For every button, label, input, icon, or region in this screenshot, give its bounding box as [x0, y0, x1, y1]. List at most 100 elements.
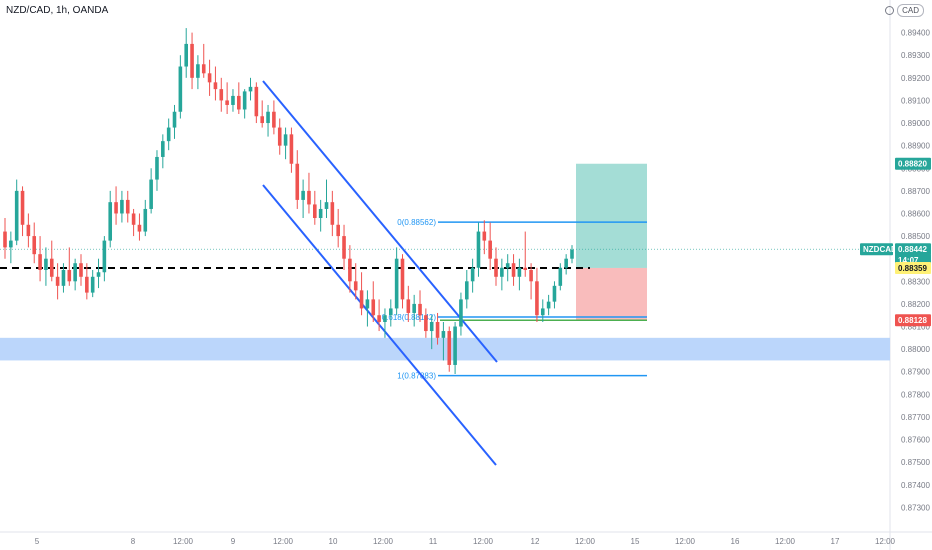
entry-price-tag: 0.88359 — [898, 264, 927, 273]
last-price-tag: 0.88442 — [898, 245, 927, 254]
target-price-tag-bg — [895, 157, 931, 170]
y-tick-label: 0.88700 — [901, 187, 930, 196]
candle-body — [248, 86, 253, 92]
candle-body — [49, 258, 54, 277]
y-tick-label: 0.87700 — [901, 413, 930, 422]
time-axis[interactable]: 5 8 12:00 9 12:00 10 12:00 11 12:00 12 12:00 15 12:0… — [35, 537, 896, 546]
y-tick-label: 0.89400 — [901, 29, 930, 38]
candle-body — [318, 208, 323, 218]
candle-body — [342, 236, 346, 259]
candle-body — [336, 224, 340, 237]
candle-body — [359, 290, 364, 309]
descending-channel[interactable] — [262, 80, 498, 466]
candle-body — [289, 134, 294, 164]
x-tick-label: 17 — [831, 537, 840, 546]
last-price-tag-bg — [895, 243, 931, 256]
candle-body — [277, 127, 282, 146]
entry-price-tag-bg — [895, 261, 931, 274]
candle-body — [260, 116, 264, 124]
candle-body — [149, 179, 153, 209]
stop-price-tag: 0.88128 — [898, 316, 927, 325]
stop-price-tag-bg — [895, 314, 931, 327]
candle-body — [254, 86, 259, 117]
candle-body — [412, 303, 416, 313]
y-tick-label: 0.88000 — [901, 345, 930, 354]
y-tick-label: 0.88200 — [901, 300, 930, 309]
y-tick-label: 0.89000 — [901, 119, 930, 128]
candle-body — [535, 281, 539, 316]
x-tick-label: 5 — [35, 537, 40, 546]
currency-label: CAD — [897, 4, 924, 17]
candle-body — [365, 299, 370, 309]
countdown-tag: 14:07 — [898, 256, 919, 265]
candle-body — [131, 213, 136, 225]
symbol-name-tag-bg — [860, 243, 893, 256]
candle-body — [500, 267, 504, 277]
candle-body — [383, 315, 387, 322]
y-tick-label: 0.87500 — [901, 458, 930, 467]
target-area — [576, 163, 647, 268]
x-tick-label: 12:00 — [875, 537, 896, 546]
price-tags: 0.88820 NZDCAD 0.88442 14:070.88359 0.88128 — [860, 157, 931, 327]
candle-body — [114, 202, 118, 214]
candle-body — [20, 190, 25, 225]
candle-body — [558, 267, 563, 286]
x-tick-label: 15 — [631, 537, 640, 546]
candle-body — [564, 258, 568, 268]
candle-body — [55, 276, 60, 286]
x-tick-label: 12:00 — [373, 537, 394, 546]
y-tick-label: 0.89300 — [901, 51, 930, 60]
candle-body — [201, 64, 206, 74]
candle-body — [307, 190, 311, 205]
y-tick-label: 0.89200 — [901, 74, 930, 83]
currency-badge[interactable]: CAD — [885, 4, 924, 17]
candle-body — [184, 43, 189, 67]
candle-body — [26, 224, 31, 237]
x-tick-label: 12 — [531, 537, 540, 546]
candle-body — [488, 240, 492, 259]
candle-body — [552, 285, 557, 302]
y-tick-label: 0.87600 — [901, 436, 930, 445]
candle-body — [283, 134, 288, 146]
candle-body — [96, 272, 101, 277]
candlestick-series — [3, 28, 574, 374]
candle-body — [190, 43, 194, 78]
stop-area — [576, 267, 647, 321]
candle-body — [523, 267, 528, 270]
x-tick-label: 12:00 — [575, 537, 596, 546]
fib-retracement[interactable]: 0(0.88562) 0.618(0.88142) 1(0.87883) — [382, 218, 647, 381]
candle-body — [161, 141, 165, 157]
candle-body — [295, 163, 300, 200]
x-tick-label: 8 — [131, 537, 136, 546]
candle-body — [196, 64, 200, 78]
target-price-tag: 0.88820 — [898, 160, 927, 169]
candle-body — [482, 231, 487, 241]
circle-icon — [885, 6, 895, 15]
x-tick-label: 12:00 — [675, 537, 696, 546]
candle-body — [219, 89, 224, 101]
y-tick-label: 0.88900 — [901, 142, 930, 151]
candle-body — [476, 231, 481, 268]
x-tick-label: 11 — [429, 537, 438, 546]
x-tick-label: 12:00 — [273, 537, 294, 546]
candle-body — [120, 199, 124, 214]
candle-body — [242, 91, 247, 110]
candle-body — [301, 190, 305, 200]
candle-body — [32, 236, 37, 255]
candle-body — [73, 263, 77, 282]
candle-body — [38, 254, 42, 270]
x-tick-label: 10 — [329, 537, 338, 546]
y-tick-label: 0.87900 — [901, 368, 930, 377]
candle-body — [213, 82, 218, 90]
x-tick-label: 12:00 — [775, 537, 796, 546]
candle-body — [79, 263, 83, 277]
candle-body — [225, 100, 229, 105]
candle-body — [143, 208, 148, 232]
candle-body — [353, 281, 358, 291]
fib-level-label: 0.618(0.88142) — [382, 313, 437, 322]
long-position-tool[interactable] — [440, 163, 647, 321]
fib-level-label: 0(0.88562) — [397, 218, 436, 227]
candle-body — [266, 111, 270, 124]
